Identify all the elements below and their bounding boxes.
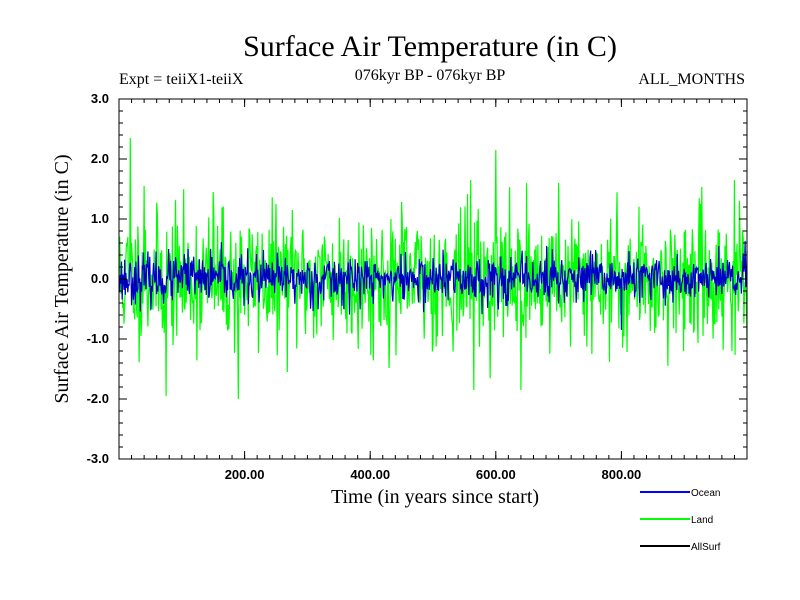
y-tick-label: 0.0 — [91, 271, 109, 286]
x-axis-label: Time (in years since start) — [331, 486, 539, 508]
legend-label-allsurf: AllSurf — [691, 542, 721, 553]
chart-title: Surface Air Temperature (in C) — [243, 30, 617, 63]
y-tick-label: 3.0 — [91, 91, 109, 106]
period-label: 076kyr BP - 076kyr BP — [355, 67, 506, 84]
axis-ticks: -3.0 -2.0 -1.0 0.0 1.0 2.0 3.0 200.00 400.00 600.… — [87, 91, 748, 482]
series-line-ocean — [118, 240, 748, 331]
y-axis-label: Surface Air Temperature (in C) — [51, 154, 73, 403]
series-line-allsurf — [118, 240, 748, 315]
x-tick-label: 600.00 — [476, 467, 516, 482]
legend: Ocean Land AllSurf — [640, 488, 721, 553]
x-tick-label: 800.00 — [602, 467, 642, 482]
experiment-label: Expt = teiiX1-teiiX — [119, 71, 244, 88]
y-tick-label: 1.0 — [91, 211, 109, 226]
months-label: ALL_MONTHS — [638, 71, 745, 88]
legend-label-land: Land — [691, 515, 713, 526]
x-tick-label: 200.00 — [225, 467, 265, 482]
x-tick-label: 400.00 — [350, 467, 390, 482]
y-tick-label: -3.0 — [87, 451, 109, 466]
plot-lines — [118, 137, 748, 400]
y-tick-label: -1.0 — [87, 331, 109, 346]
y-tick-label: -2.0 — [87, 391, 109, 406]
legend-label-ocean: Ocean — [691, 488, 720, 499]
y-tick-label: 2.0 — [91, 151, 109, 166]
